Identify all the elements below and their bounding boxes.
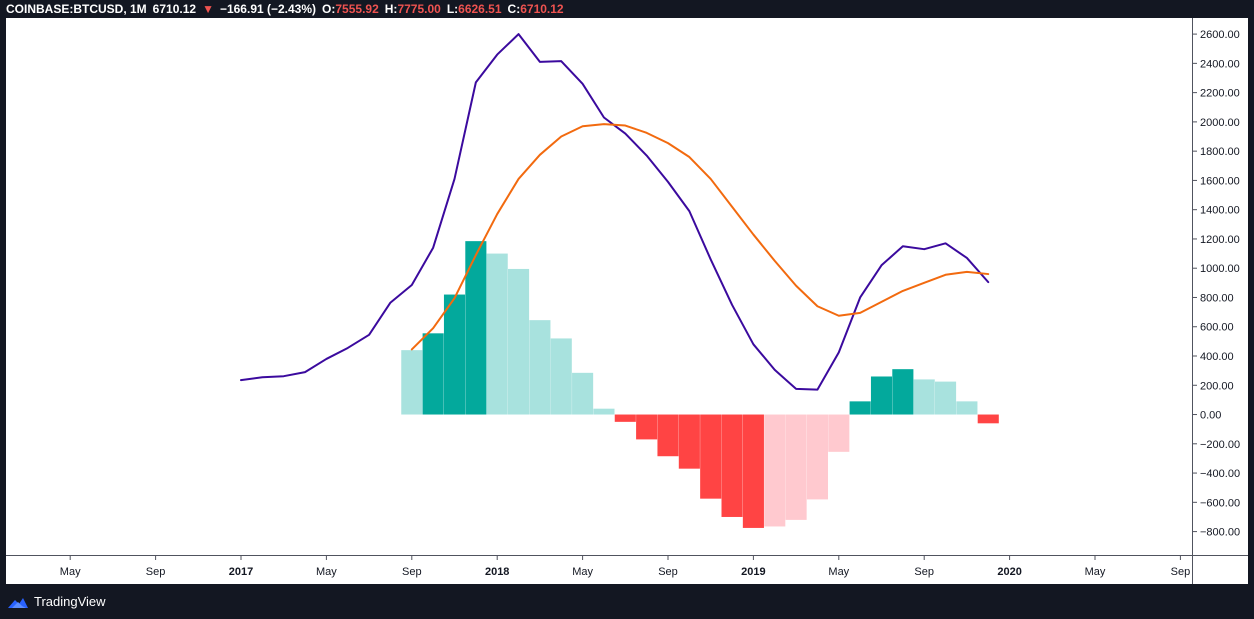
histogram-bar — [913, 379, 935, 415]
time-tick-label: 2017 — [229, 566, 253, 578]
time-tick-label: Sep — [914, 566, 934, 578]
price-tick-label: −600.00 — [1200, 497, 1240, 509]
down-arrow-icon: ▼ — [202, 2, 214, 16]
axis-corner — [1192, 555, 1248, 584]
time-tick-label: 2018 — [485, 566, 509, 578]
price-tick-label: 0.00 — [1200, 410, 1221, 422]
histogram-bar — [529, 320, 551, 415]
last-price: 6710.12 — [152, 2, 197, 16]
histogram-bar — [935, 381, 957, 415]
histogram-bar — [550, 338, 572, 415]
symbol-legend: COINBASE:BTCUSD, 1M 6710.12 ▼ −166.91 (−… — [0, 0, 1254, 18]
open-value: 7555.92 — [335, 2, 379, 16]
price-change: −166.91 (−2.43%) — [219, 2, 317, 16]
price-tick-label: 200.00 — [1200, 380, 1234, 392]
histogram-bar — [849, 401, 871, 415]
time-tick-label: May — [1085, 566, 1106, 578]
price-tick-label: 2400.00 — [1200, 58, 1240, 70]
time-tick-label: May — [316, 566, 337, 578]
histogram-bar — [870, 376, 893, 415]
histogram-bar — [678, 414, 700, 469]
price-tick-label: −800.00 — [1200, 527, 1240, 539]
price-tick-label: 2600.00 — [1200, 29, 1240, 41]
histogram-bar — [486, 253, 508, 415]
time-axis[interactable] — [6, 555, 1192, 584]
time-tick-label: Sep — [658, 566, 678, 578]
histogram-bar — [465, 241, 487, 415]
histogram-bar — [657, 414, 679, 457]
histogram-bar — [956, 401, 978, 415]
price-tick-label: 1800.00 — [1200, 146, 1240, 158]
price-tick-label: 800.00 — [1200, 292, 1234, 304]
time-tick-label: Sep — [1171, 566, 1191, 578]
histogram-bar — [806, 414, 828, 500]
macd-line — [240, 33, 990, 391]
price-axis[interactable] — [1192, 18, 1248, 555]
histogram-bar — [742, 414, 764, 528]
price-axis-ticks: 2600.00 2400.00 2200.00 2000.00 1800.00 1600.… — [1192, 29, 1240, 539]
price-tick-label: 400.00 — [1200, 351, 1234, 363]
close-value: 6710.12 — [520, 2, 564, 16]
histogram-bar — [892, 369, 914, 415]
price-tick-label: 2000.00 — [1200, 117, 1240, 129]
histogram-bar — [636, 414, 658, 440]
price-tick-label: −200.00 — [1200, 439, 1240, 451]
footer-bar: TradingView — [0, 584, 1254, 619]
histogram-bar — [508, 268, 530, 415]
histogram-bar — [572, 372, 594, 415]
time-tick-label: 2020 — [997, 566, 1021, 578]
histogram-bars — [401, 241, 999, 528]
histogram-bar — [401, 350, 423, 415]
time-tick-label: May — [828, 566, 849, 578]
high-label: H: — [384, 2, 398, 16]
price-tick-label: −400.00 — [1200, 468, 1240, 480]
indicator-lines — [240, 33, 990, 391]
histogram-bar — [828, 414, 850, 452]
histogram-bar — [764, 414, 786, 527]
price-tick-label: 1600.00 — [1200, 175, 1240, 187]
low-label: L: — [446, 2, 459, 16]
symbol-title[interactable]: COINBASE:BTCUSD, 1M — [6, 2, 147, 16]
price-tick-label: 1000.00 — [1200, 263, 1240, 275]
histogram-bar — [443, 294, 466, 415]
time-axis-ticks: May Sep 2017 May Sep 2018 May Sep 2019 May Sep 2020… — [60, 555, 1190, 578]
histogram-bar — [614, 414, 636, 422]
time-tick-label: 2019 — [741, 566, 765, 578]
close-label: C: — [507, 2, 521, 16]
tradingview-cloud-icon[interactable] — [6, 595, 30, 609]
histogram-bar — [700, 414, 722, 499]
open-label: O: — [322, 2, 336, 16]
time-tick-label: May — [60, 566, 81, 578]
price-tick-label: 600.00 — [1200, 322, 1234, 334]
low-value: 6626.51 — [458, 2, 502, 16]
time-tick-label: May — [572, 566, 593, 578]
histogram-bar — [593, 408, 615, 415]
histogram-bar — [785, 414, 807, 520]
histogram-bar — [721, 414, 743, 517]
chart-plot-area[interactable] — [6, 18, 1192, 555]
high-value: 7775.00 — [397, 2, 441, 16]
price-tick-label: 2200.00 — [1200, 88, 1240, 100]
time-tick-label: Sep — [146, 566, 166, 578]
histogram-bar — [977, 414, 999, 424]
tradingview-brand[interactable]: TradingView — [34, 594, 106, 609]
time-tick-label: Sep — [402, 566, 422, 578]
histogram-bar — [422, 333, 444, 415]
price-tick-label: 1400.00 — [1200, 205, 1240, 217]
signal-line — [410, 123, 990, 351]
price-tick-label: 1200.00 — [1200, 234, 1240, 246]
